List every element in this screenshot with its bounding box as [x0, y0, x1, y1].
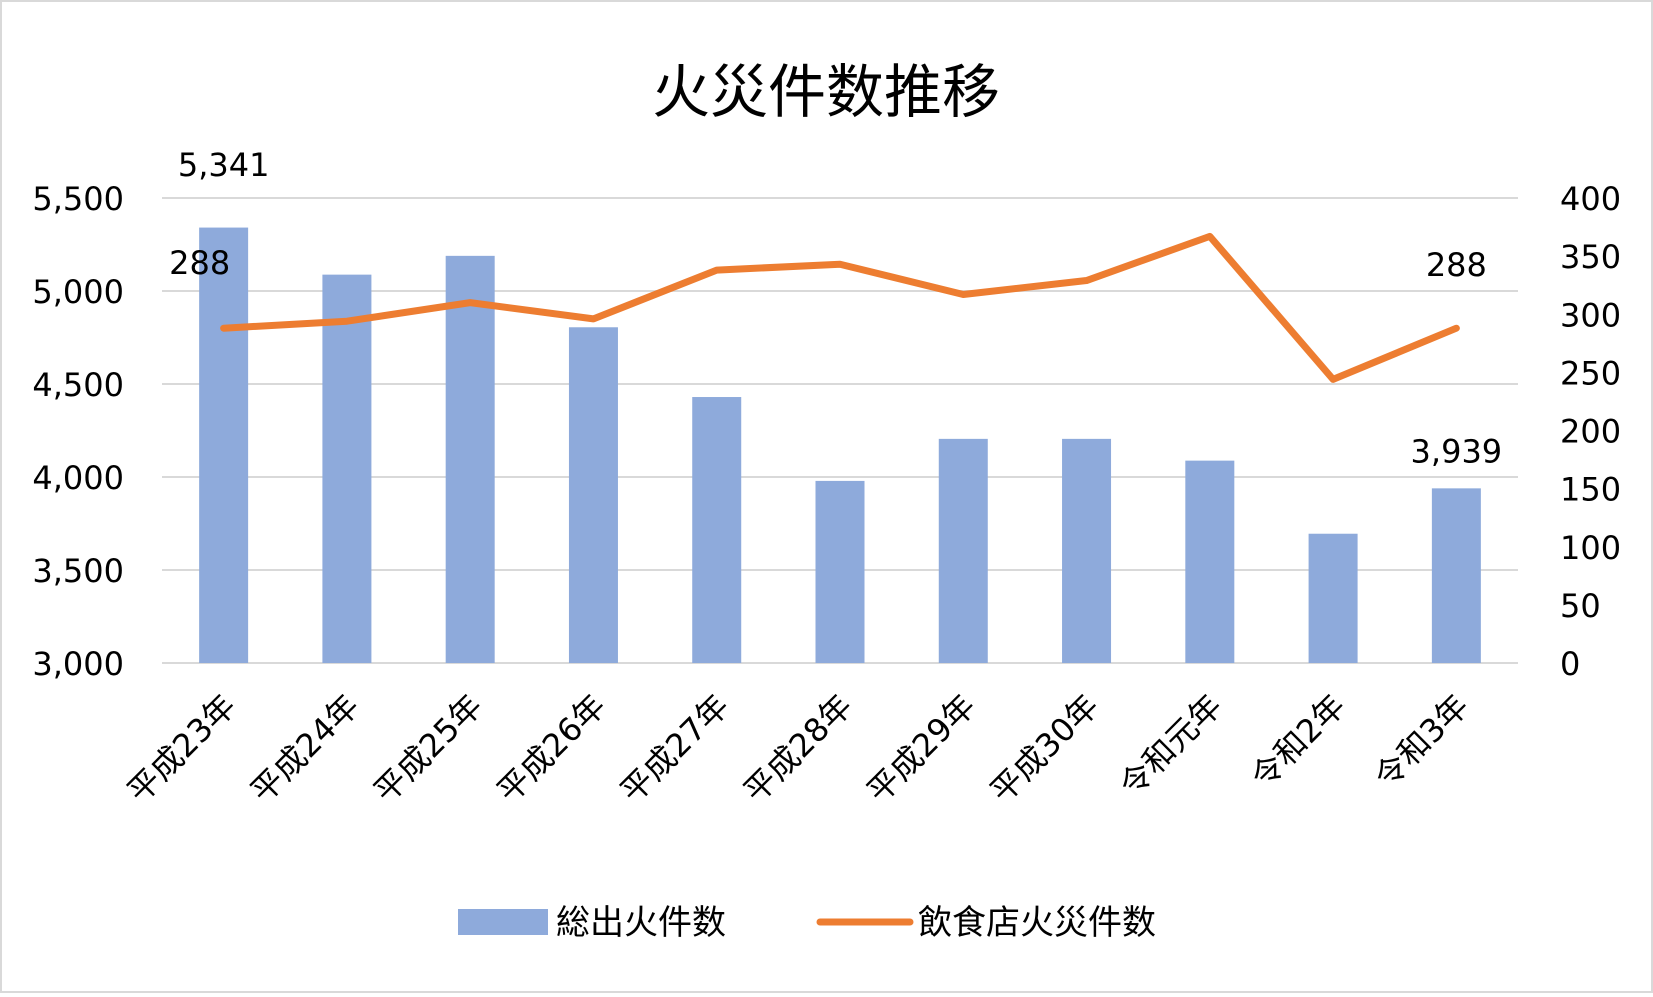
y-left-tick-label: 3,500: [32, 552, 124, 590]
bar: [692, 397, 742, 663]
y-right-tick-label: 350: [1560, 238, 1621, 276]
bar: [322, 274, 372, 663]
bar: [815, 480, 865, 663]
y-right-tick-label: 200: [1560, 413, 1621, 451]
y-right-tick-label: 50: [1560, 587, 1601, 625]
y-left-tick-label: 5,500: [32, 180, 124, 218]
y-right-tick-label: 400: [1560, 180, 1621, 218]
legend-swatch-bar: [458, 909, 548, 935]
label-layer: 5,341 3,939 288 288: [169, 146, 1502, 470]
data-label: 5,341: [178, 146, 270, 184]
bar: [445, 255, 495, 663]
chart-title: 火災件数推移: [652, 58, 1000, 126]
bar: [938, 438, 988, 663]
axis-right: 0 50 100 150 200 250 300 350 400: [1560, 180, 1621, 683]
data-label: 288: [169, 244, 230, 282]
y-right-tick-label: 150: [1560, 471, 1621, 509]
bar: [1308, 533, 1358, 663]
legend-label: 総出火件数: [556, 903, 726, 943]
y-left-tick-label: 3,000: [32, 645, 124, 683]
line-layer: [220, 232, 1460, 383]
y-right-tick-label: 300: [1560, 296, 1621, 334]
bar: [1062, 438, 1112, 663]
bar: [1431, 488, 1481, 663]
y-left-tick-label: 5,000: [32, 273, 124, 311]
legend-label: 飲食店火災件数: [918, 903, 1156, 943]
y-right-tick-label: 0: [1560, 645, 1580, 683]
bar: [199, 227, 249, 663]
y-right-tick-label: 100: [1560, 529, 1621, 567]
y-left-tick-label: 4,500: [32, 366, 124, 404]
axis-left: 3,000 3,500 4,000 4,500 5,000 5,500: [32, 180, 124, 683]
y-left-tick-label: 4,000: [32, 459, 124, 497]
bar-layer: [199, 227, 1481, 663]
series-line: [220, 232, 1460, 383]
y-right-tick-label: 250: [1560, 354, 1621, 392]
bar: [568, 327, 618, 663]
data-label: 3,939: [1411, 432, 1503, 470]
bar: [1185, 460, 1235, 663]
grid-layer: [162, 197, 1518, 664]
data-label: 288: [1426, 246, 1487, 284]
legend: 総出火件数 飲食店火災件数: [458, 903, 1156, 943]
